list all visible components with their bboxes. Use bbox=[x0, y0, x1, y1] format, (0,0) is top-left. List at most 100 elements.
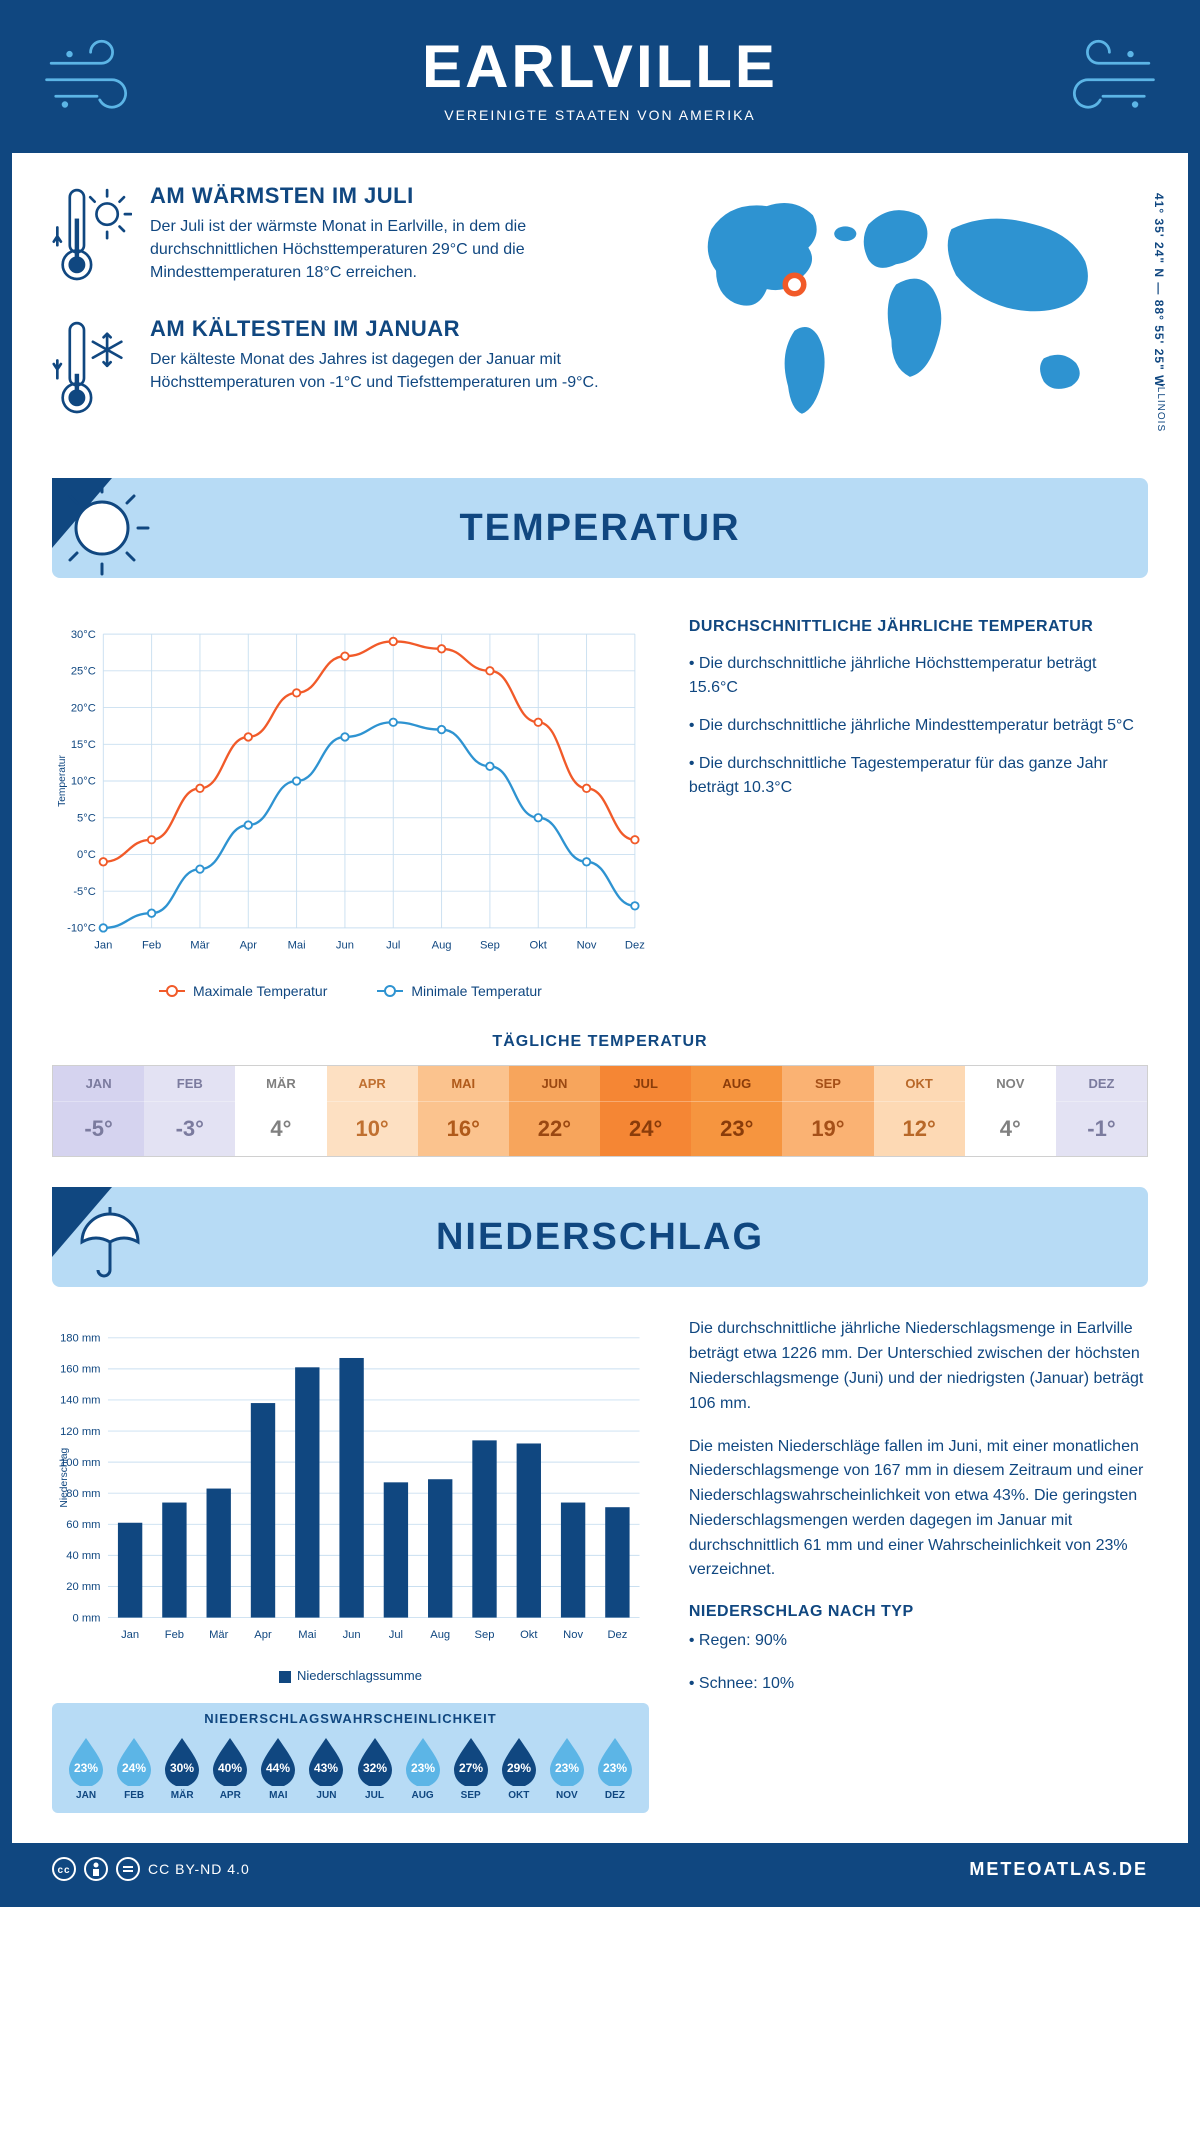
svg-text:Dez: Dez bbox=[625, 940, 645, 952]
svg-text:Apr: Apr bbox=[254, 1629, 272, 1641]
svg-text:Okt: Okt bbox=[530, 940, 548, 952]
prob-drop: 23% NOV bbox=[543, 1734, 591, 1801]
by-icon bbox=[84, 1857, 108, 1881]
daily-cell: JUL24° bbox=[600, 1066, 691, 1156]
svg-text:Dez: Dez bbox=[607, 1629, 627, 1641]
temperature-title: TEMPERATUR bbox=[459, 507, 740, 550]
coldest-text: Der kälteste Monat des Jahres ist dagege… bbox=[150, 348, 633, 394]
svg-text:5°C: 5°C bbox=[77, 813, 96, 825]
thermometer-snow-icon bbox=[52, 316, 132, 423]
prob-drop: 27% SEP bbox=[447, 1734, 495, 1801]
svg-text:Mär: Mär bbox=[190, 940, 210, 952]
precipitation-text: Die durchschnittliche jährliche Niedersc… bbox=[689, 1317, 1148, 1813]
svg-text:27%: 27% bbox=[459, 1761, 483, 1775]
wind-icon-right bbox=[1048, 32, 1158, 122]
prob-drop: 23% JAN bbox=[62, 1734, 110, 1801]
daily-cell: MAI16° bbox=[418, 1066, 509, 1156]
daily-cell: JAN-5° bbox=[53, 1066, 144, 1156]
svg-text:Aug: Aug bbox=[430, 1629, 450, 1641]
svg-text:29%: 29% bbox=[507, 1761, 531, 1775]
prob-title: NIEDERSCHLAGSWAHRSCHEINLICHKEIT bbox=[62, 1703, 639, 1734]
svg-text:cc: cc bbox=[57, 1865, 70, 1876]
svg-text:Sep: Sep bbox=[475, 1629, 495, 1641]
svg-text:Feb: Feb bbox=[165, 1629, 184, 1641]
header: EARLVILLE VEREINIGTE STAATEN VON AMERIKA bbox=[12, 12, 1188, 153]
precipitation-left: 0 mm20 mm40 mm60 mm80 mm100 mm120 mm140 … bbox=[52, 1317, 649, 1813]
svg-text:160 mm: 160 mm bbox=[60, 1364, 100, 1376]
svg-text:-5°C: -5°C bbox=[73, 886, 96, 898]
svg-text:30%: 30% bbox=[170, 1761, 194, 1775]
warmest-title: AM WÄRMSTEN IM JULI bbox=[150, 183, 633, 209]
precipitation-title: NIEDERSCHLAG bbox=[436, 1216, 764, 1259]
daily-cell: AUG23° bbox=[691, 1066, 782, 1156]
license-text: CC BY-ND 4.0 bbox=[148, 1861, 250, 1877]
svg-text:Temperatur: Temperatur bbox=[57, 755, 68, 807]
svg-text:25°C: 25°C bbox=[71, 666, 96, 678]
license-block: cc CC BY-ND 4.0 bbox=[52, 1857, 250, 1881]
svg-text:-10°C: -10°C bbox=[67, 923, 96, 935]
warmest-text: Der Juli ist der wärmste Monat in Earlvi… bbox=[150, 215, 633, 285]
svg-text:Feb: Feb bbox=[142, 940, 161, 952]
svg-text:32%: 32% bbox=[362, 1761, 386, 1775]
intro-section: AM WÄRMSTEN IM JULI Der Juli ist der wär… bbox=[12, 153, 1188, 468]
svg-text:140 mm: 140 mm bbox=[60, 1395, 100, 1407]
country-subtitle: VEREINIGTE STAATEN VON AMERIKA bbox=[12, 107, 1188, 123]
daily-temp-title: TÄGLICHE TEMPERATUR bbox=[12, 1033, 1188, 1051]
brand-name: METEOATLAS.DE bbox=[969, 1859, 1148, 1880]
coldest-title: AM KÄLTESTEN IM JANUAR bbox=[150, 316, 633, 342]
state-name: ILLINOIS bbox=[1155, 383, 1166, 432]
warmest-block: AM WÄRMSTEN IM JULI Der Juli ist der wär… bbox=[52, 183, 633, 290]
svg-text:15°C: 15°C bbox=[71, 739, 96, 751]
precip-legend: Niederschlagssumme bbox=[52, 1668, 649, 1683]
svg-text:40 mm: 40 mm bbox=[66, 1550, 100, 1562]
precip-type-title: NIEDERSCHLAG NACH TYP bbox=[689, 1603, 1148, 1621]
svg-text:Okt: Okt bbox=[520, 1629, 538, 1641]
svg-text:Mai: Mai bbox=[298, 1629, 316, 1641]
svg-text:120 mm: 120 mm bbox=[60, 1426, 100, 1438]
sun-icon bbox=[52, 478, 162, 578]
wind-icon-left bbox=[42, 32, 152, 122]
prob-drop: 24% FEB bbox=[110, 1734, 158, 1801]
svg-text:40%: 40% bbox=[218, 1761, 242, 1775]
world-map bbox=[663, 183, 1148, 423]
svg-text:Nov: Nov bbox=[577, 940, 597, 952]
svg-text:Nov: Nov bbox=[563, 1629, 583, 1641]
prob-drop: 43% JUN bbox=[302, 1734, 350, 1801]
precipitation-probability-box: NIEDERSCHLAGSWAHRSCHEINLICHKEIT 23% JAN … bbox=[52, 1703, 649, 1813]
temperature-summary: DURCHSCHNITTLICHE JÄHRLICHE TEMPERATUR •… bbox=[689, 608, 1148, 999]
prob-drop: 23% AUG bbox=[399, 1734, 447, 1801]
temperature-banner: TEMPERATUR bbox=[52, 478, 1148, 578]
svg-text:30°C: 30°C bbox=[71, 629, 96, 641]
coordinates: 41° 35' 24" N — 88° 55' 25" W bbox=[1152, 193, 1166, 387]
prob-drop: 30% MÄR bbox=[158, 1734, 206, 1801]
svg-text:24%: 24% bbox=[122, 1761, 146, 1775]
precipitation-banner: NIEDERSCHLAG bbox=[52, 1187, 1148, 1287]
coldest-block: AM KÄLTESTEN IM JANUAR Der kälteste Mona… bbox=[52, 316, 633, 423]
svg-text:23%: 23% bbox=[74, 1761, 98, 1775]
daily-cell: APR10° bbox=[327, 1066, 418, 1156]
svg-text:Jul: Jul bbox=[386, 940, 400, 952]
svg-text:Jun: Jun bbox=[343, 1629, 361, 1641]
daily-cell: MÄR4° bbox=[235, 1066, 326, 1156]
svg-text:Apr: Apr bbox=[240, 940, 258, 952]
svg-text:60 mm: 60 mm bbox=[66, 1519, 100, 1531]
daily-cell: SEP19° bbox=[782, 1066, 873, 1156]
prob-drop: 40% APR bbox=[206, 1734, 254, 1801]
svg-text:10°C: 10°C bbox=[71, 776, 96, 788]
thermometer-sun-icon bbox=[52, 183, 132, 290]
city-title: EARLVILLE bbox=[12, 32, 1188, 101]
temperature-line-chart: -10°C-5°C0°C5°C10°C15°C20°C25°C30°CJanFe… bbox=[52, 608, 649, 968]
svg-text:23%: 23% bbox=[411, 1761, 435, 1775]
svg-text:43%: 43% bbox=[314, 1761, 338, 1775]
legend-max: Maximale Temperatur bbox=[159, 983, 327, 999]
precipitation-bar-chart: 0 mm20 mm40 mm60 mm80 mm100 mm120 mm140 … bbox=[52, 1317, 649, 1657]
svg-text:Jan: Jan bbox=[94, 940, 112, 952]
page: EARLVILLE VEREINIGTE STAATEN VON AMERIKA bbox=[0, 0, 1200, 1907]
svg-text:Jul: Jul bbox=[389, 1629, 403, 1641]
prob-drop: 23% DEZ bbox=[591, 1734, 639, 1801]
temperature-chart-block: -10°C-5°C0°C5°C10°C15°C20°C25°C30°CJanFe… bbox=[52, 608, 649, 999]
footer: cc CC BY-ND 4.0 METEOATLAS.DE bbox=[12, 1843, 1188, 1895]
cc-icon: cc bbox=[52, 1857, 76, 1881]
daily-cell: JUN22° bbox=[509, 1066, 600, 1156]
svg-text:23%: 23% bbox=[555, 1761, 579, 1775]
